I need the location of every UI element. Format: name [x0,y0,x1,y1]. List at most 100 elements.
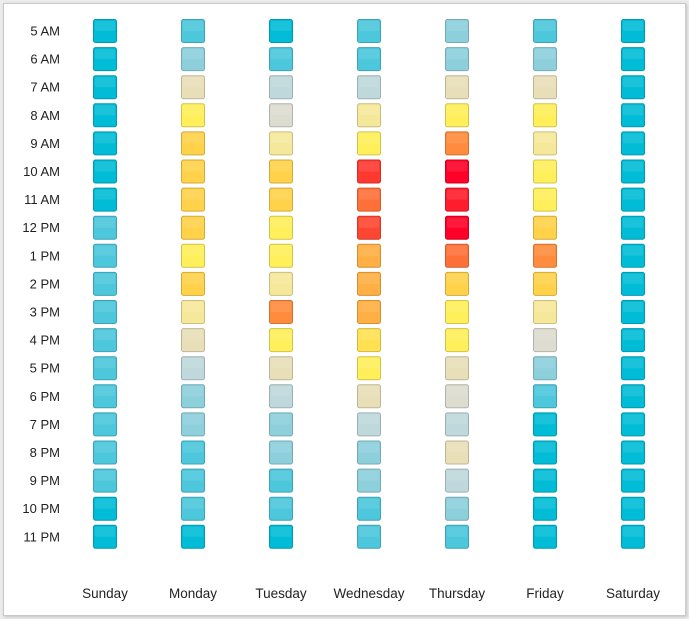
heatmap-cell [269,131,293,156]
x-tick-label: Tuesday [255,586,307,601]
heatmap-cell-highlight [183,498,203,509]
heatmap-cell-highlight [183,161,203,172]
heatmap-cell [181,19,205,43]
y-tick-label: 1 PM [30,248,60,263]
heatmap-cell-highlight [623,330,643,341]
heatmap-cell [357,468,381,493]
heatmap-cell [357,271,381,296]
heatmap-cell [93,524,117,549]
x-tick-label: Wednesday [333,586,404,601]
heatmap-cell [357,131,381,156]
heatmap-cell-highlight [623,21,643,31]
heatmap-cell [181,131,205,156]
heatmap-cell [269,524,293,549]
heatmap-cell-highlight [95,273,115,284]
y-tick-label: 10 PM [22,501,60,516]
heatmap-cell [533,243,557,268]
heatmap-cell [181,159,205,184]
heatmap-cell-highlight [447,498,467,509]
heatmap-cell-highlight [271,189,291,200]
heatmap-cell [181,215,205,240]
heatmap-cell [93,496,117,521]
heatmap-cell-highlight [359,498,379,509]
heatmap-cell [181,384,205,409]
y-tick-label: 4 PM [30,333,60,348]
heatmap-cell [357,384,381,409]
heatmap-cell [93,215,117,240]
heatmap-cell-highlight [95,358,115,369]
heatmap-cell-highlight [95,526,115,537]
heatmap-cell-highlight [271,133,291,144]
heatmap-cell-highlight [359,442,379,453]
heatmap-cell [445,187,469,212]
heatmap-cell [445,328,469,353]
heatmap-cell-highlight [183,302,203,312]
heatmap-cell-highlight [447,161,467,172]
heatmap-cell [181,300,205,324]
heatmap-cell-highlight [623,49,643,60]
y-tick-label: 5 AM [30,24,60,39]
heatmap-cell-highlight [183,273,203,284]
heatmap-cell-highlight [271,161,291,172]
heatmap-cell-highlight [623,217,643,228]
heatmap-cell-highlight [623,358,643,369]
heatmap-cell [533,19,557,43]
heatmap-cell [93,187,117,212]
heatmap-cell-highlight [183,526,203,537]
heatmap-cell-highlight [535,49,555,60]
heatmap-cell-highlight [183,414,203,425]
heatmap-cell-highlight [623,470,643,481]
heatmap-cell [621,271,645,296]
heatmap-cell-highlight [271,414,291,425]
heatmap-cell [533,384,557,409]
heatmap-cell-highlight [271,21,291,31]
heatmap-cell-highlight [623,133,643,144]
heatmap-cell-highlight [271,77,291,88]
heatmap-cell [93,412,117,437]
heatmap-cell [93,19,117,43]
heatmap-cell-highlight [535,358,555,369]
heatmap-cell [621,131,645,156]
heatmap-cell [445,19,469,43]
heatmap-cell-highlight [95,49,115,60]
heatmap-cell-highlight [359,330,379,341]
heatmap-cell-highlight [183,442,203,453]
heatmap-cell-highlight [95,77,115,88]
heatmap-cell [533,103,557,128]
heatmap-cell-highlight [535,189,555,200]
heatmap-cell [533,468,557,493]
heatmap-cell [533,356,557,381]
y-tick-label: 2 PM [30,276,60,291]
heatmap-cell [357,496,381,521]
heatmap-cell-highlight [447,77,467,88]
heatmap-cell-highlight [183,77,203,88]
heatmap-cell [533,412,557,437]
heatmap-cell [181,496,205,521]
heatmap-cell [445,300,469,324]
heatmap-cell-highlight [623,498,643,509]
heatmap-cell-highlight [535,77,555,88]
heatmap-cell-highlight [183,330,203,341]
heatmap-cell [445,243,469,268]
heatmap-cell [269,19,293,43]
heatmap-cell [93,103,117,128]
heatmap-cell-highlight [95,161,115,172]
heatmap-cell [445,131,469,156]
heatmap-cell [357,440,381,465]
heatmap-cell-highlight [447,133,467,144]
heatmap-cell-highlight [535,21,555,31]
heatmap-cell-highlight [95,21,115,31]
heatmap-cell-highlight [535,245,555,256]
heatmap-cell-highlight [271,302,291,312]
heatmap-cell-highlight [95,442,115,453]
heatmap-cell [445,103,469,128]
heatmap-cell-highlight [447,442,467,453]
heatmap-cell [181,524,205,549]
heatmap-cell-highlight [271,273,291,284]
heatmap-cell-highlight [359,105,379,116]
heatmap-cell-highlight [359,161,379,172]
heatmap-cell [357,47,381,72]
heatmap-cell-highlight [447,189,467,200]
heatmap-cell [621,19,645,43]
heatmap-cell-highlight [359,470,379,481]
